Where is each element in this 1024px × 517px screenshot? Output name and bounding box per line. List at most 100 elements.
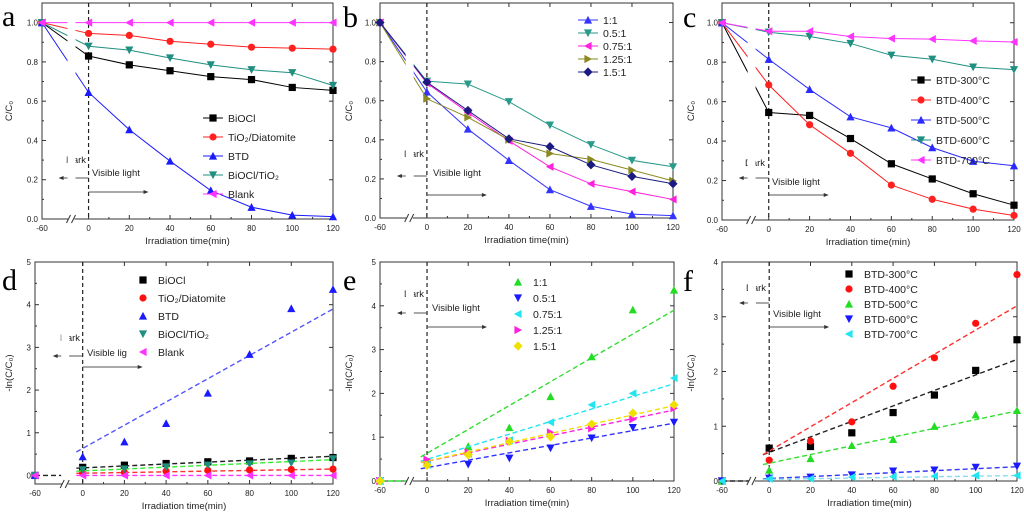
data-point xyxy=(928,35,936,44)
legend-marker xyxy=(208,151,218,160)
data-point xyxy=(1013,270,1021,279)
data-point xyxy=(586,160,596,170)
dark-arrow-head xyxy=(52,354,58,358)
y-tick-label: 4 xyxy=(27,301,32,310)
y-tick-label: 0.2 xyxy=(27,176,39,185)
series-line xyxy=(41,22,334,86)
series-line xyxy=(379,22,674,217)
light-arrow-head xyxy=(823,193,829,197)
data-point xyxy=(546,444,555,453)
data-point xyxy=(717,18,726,27)
data-point xyxy=(847,473,856,482)
x-tick-label: 80 xyxy=(245,489,254,498)
data-point xyxy=(587,155,596,164)
legend-label: 0.5:1 xyxy=(603,28,627,40)
data-point xyxy=(887,123,896,132)
y-tick-label: 1.0 xyxy=(27,19,39,28)
legend-marker xyxy=(514,325,523,335)
legend-marker xyxy=(139,294,147,302)
x-axis-label: Irradiation time(min) xyxy=(827,498,911,509)
data-point xyxy=(668,179,678,189)
legend-label: 0.5:1 xyxy=(533,293,557,305)
data-point xyxy=(972,366,980,375)
data-point xyxy=(971,471,980,480)
x-tick-label: 100 xyxy=(625,223,639,232)
dark-arrow-head xyxy=(58,176,64,180)
data-point xyxy=(203,388,212,397)
data-point xyxy=(78,471,87,480)
legend-marker xyxy=(583,29,593,38)
axis-break-mark xyxy=(751,215,757,225)
data-point xyxy=(504,156,514,164)
data-point xyxy=(846,149,855,157)
data-point xyxy=(84,88,93,96)
legend-marker xyxy=(917,76,925,84)
x-tick-label: 20 xyxy=(464,486,473,495)
data-point xyxy=(669,285,679,294)
data-point xyxy=(464,460,473,469)
data-point xyxy=(162,471,170,480)
fit-line xyxy=(76,458,334,472)
y-tick-label: 4 xyxy=(372,302,377,311)
legend-marker xyxy=(583,15,593,24)
data-point xyxy=(1009,66,1019,74)
series-line xyxy=(721,22,1015,71)
x-axis-label: Irradiation time(min) xyxy=(826,237,910,248)
data-point xyxy=(328,455,338,463)
axis-break-gap-bottom xyxy=(406,216,413,220)
y-tick-label: 0.6 xyxy=(27,97,39,106)
y-tick-label: 0 xyxy=(27,471,32,480)
data-point xyxy=(969,36,977,45)
series-5 xyxy=(37,18,337,27)
data-point xyxy=(846,134,855,143)
series-line xyxy=(379,22,674,182)
data-point xyxy=(120,461,128,469)
fit-line xyxy=(762,358,1018,456)
data-point xyxy=(586,141,596,149)
axis-break-gap-bottom xyxy=(62,482,69,486)
data-point xyxy=(30,471,39,480)
legend-label: TiO₂/Diatomite xyxy=(228,132,296,144)
data-point xyxy=(930,391,938,399)
data-point xyxy=(1010,201,1018,209)
light-arrow-head xyxy=(482,325,488,329)
axis-break-mark xyxy=(59,479,65,489)
dark-arrow-head xyxy=(738,176,744,180)
dark-arrow-head xyxy=(739,301,745,305)
panel-letter: c xyxy=(683,1,696,34)
y-tick-label: 0.6 xyxy=(365,97,377,106)
fit-line xyxy=(75,308,334,453)
data-point xyxy=(805,32,814,41)
y-axis-label: -ln(C/C₀) xyxy=(686,354,697,391)
plot-frame xyxy=(41,2,334,220)
data-point xyxy=(125,61,133,69)
data-point xyxy=(806,454,815,463)
data-point xyxy=(207,73,215,81)
data-point xyxy=(586,179,595,188)
data-point xyxy=(806,111,814,120)
data-point xyxy=(846,32,855,41)
panel-letter: a xyxy=(2,0,15,33)
data-point xyxy=(203,461,212,470)
legend-label: BiOCl xyxy=(228,113,255,125)
x-tick-label: 40 xyxy=(847,486,856,495)
series-4 xyxy=(37,19,338,90)
data-point xyxy=(245,350,254,358)
data-point xyxy=(928,195,936,203)
visible-light-annotation: Visible light xyxy=(433,168,481,179)
data-point xyxy=(587,352,596,361)
data-point xyxy=(162,419,171,427)
legend-marker xyxy=(583,41,592,51)
y-tick-label: 3 xyxy=(372,346,377,355)
data-point xyxy=(806,437,815,445)
data-point xyxy=(545,162,554,171)
series-line xyxy=(41,22,334,91)
data-point xyxy=(504,134,514,144)
x-tick-label: 120 xyxy=(667,486,681,495)
data-point xyxy=(805,85,814,94)
data-point xyxy=(1012,471,1021,480)
y-tick-label: 1 xyxy=(714,422,719,431)
data-point xyxy=(165,18,174,27)
data-point xyxy=(247,66,256,74)
